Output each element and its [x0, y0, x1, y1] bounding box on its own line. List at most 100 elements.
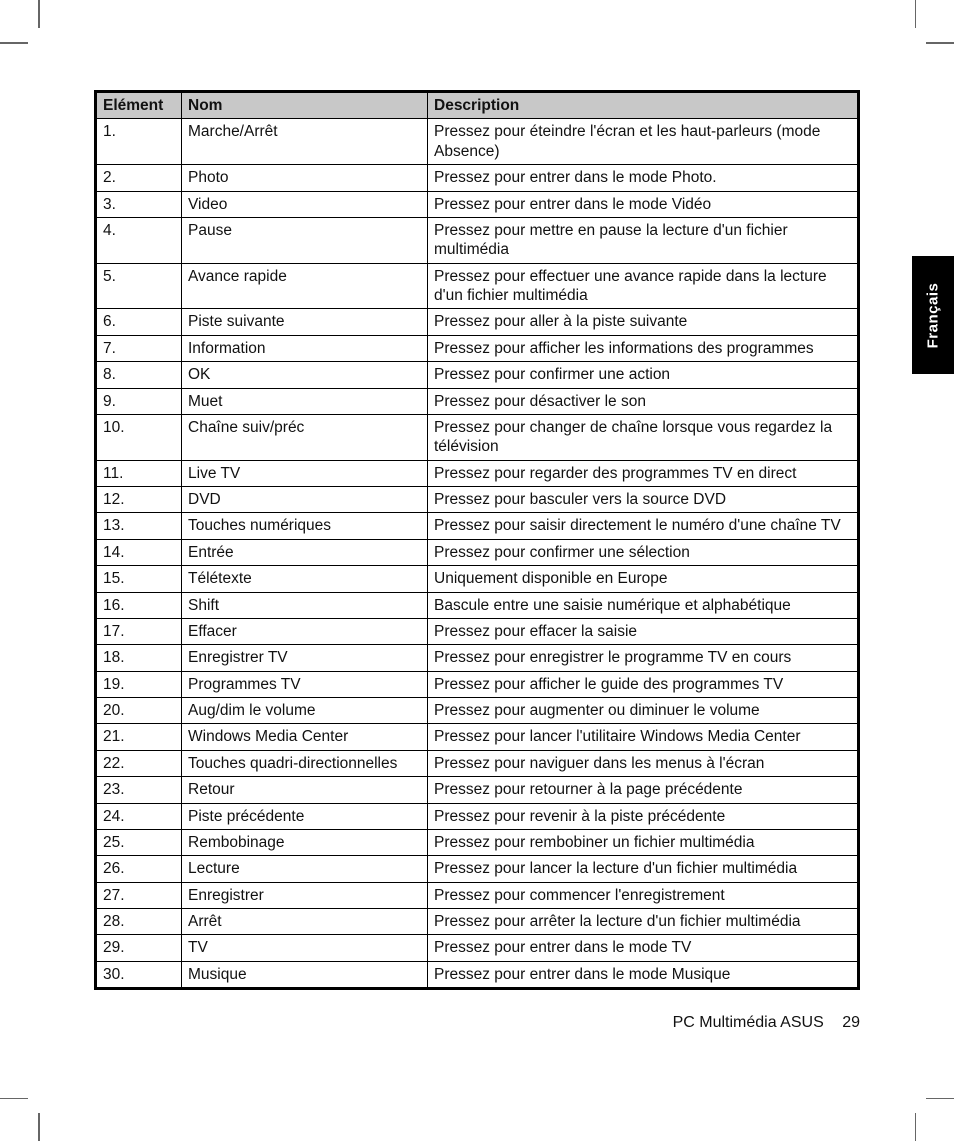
- cell-description: Pressez pour lancer la lecture d'un fich…: [428, 856, 859, 882]
- table-row: 30.MusiquePressez pour entrer dans le mo…: [96, 961, 859, 988]
- table-row: 14.EntréePressez pour confirmer une séle…: [96, 539, 859, 565]
- cell-name: OK: [182, 362, 428, 388]
- page-footer: PC Multimédia ASUS 29: [94, 1014, 860, 1032]
- cell-element-number: 24.: [96, 803, 182, 829]
- page-number: 29: [842, 1014, 860, 1031]
- cell-description: Pressez pour lancer l'utilitaire Windows…: [428, 724, 859, 750]
- remote-functions-table: Elément Nom Description 1.Marche/ArrêtPr…: [94, 90, 860, 990]
- footer-title: PC Multimédia ASUS: [673, 1014, 824, 1031]
- table-row: 6.Piste suivantePressez pour aller à la …: [96, 309, 859, 335]
- cell-name: Lecture: [182, 856, 428, 882]
- cell-name: Live TV: [182, 460, 428, 486]
- cell-name: Information: [182, 335, 428, 361]
- cell-element-number: 9.: [96, 388, 182, 414]
- cell-element-number: 14.: [96, 539, 182, 565]
- cell-name: Arrêt: [182, 909, 428, 935]
- table-row: 19.Programmes TVPressez pour afficher le…: [96, 671, 859, 697]
- cell-name: Télétexte: [182, 566, 428, 592]
- cell-name: Enregistrer: [182, 882, 428, 908]
- table-row: 29.TVPressez pour entrer dans le mode TV: [96, 935, 859, 961]
- cell-description: Pressez pour effacer la saisie: [428, 618, 859, 644]
- cell-description: Pressez pour confirmer une sélection: [428, 539, 859, 565]
- cell-description: Uniquement disponible en Europe: [428, 566, 859, 592]
- table-row: 4.PausePressez pour mettre en pause la l…: [96, 217, 859, 263]
- table-row: 21.Windows Media CenterPressez pour lanc…: [96, 724, 859, 750]
- table-row: 13.Touches numériquesPressez pour saisir…: [96, 513, 859, 539]
- cell-description: Pressez pour commencer l'enregistrement: [428, 882, 859, 908]
- cell-name: Musique: [182, 961, 428, 988]
- cell-description: Bascule entre une saisie numérique et al…: [428, 592, 859, 618]
- cell-element-number: 3.: [96, 191, 182, 217]
- cell-name: Entrée: [182, 539, 428, 565]
- cell-element-number: 29.: [96, 935, 182, 961]
- cell-name: Aug/dim le volume: [182, 698, 428, 724]
- cell-description: Pressez pour effectuer une avance rapide…: [428, 263, 859, 309]
- table-row: 9.MuetPressez pour désactiver le son: [96, 388, 859, 414]
- cell-element-number: 30.: [96, 961, 182, 988]
- table-row: 18.Enregistrer TVPressez pour enregistre…: [96, 645, 859, 671]
- table-row: 22.Touches quadri-directionnellesPressez…: [96, 750, 859, 776]
- table-row: 23.RetourPressez pour retourner à la pag…: [96, 777, 859, 803]
- cell-description: Pressez pour éteindre l'écran et les hau…: [428, 119, 859, 165]
- cell-description: Pressez pour changer de chaîne lorsque v…: [428, 414, 859, 460]
- cell-name: Shift: [182, 592, 428, 618]
- table-row: 12.DVDPressez pour basculer vers la sour…: [96, 487, 859, 513]
- table-row: 28.ArrêtPressez pour arrêter la lecture …: [96, 909, 859, 935]
- crop-mark: [0, 42, 28, 44]
- cell-element-number: 15.: [96, 566, 182, 592]
- cell-name: Windows Media Center: [182, 724, 428, 750]
- table-row: 27.EnregistrerPressez pour commencer l'e…: [96, 882, 859, 908]
- crop-mark: [38, 0, 40, 28]
- cell-element-number: 12.: [96, 487, 182, 513]
- cell-element-number: 6.: [96, 309, 182, 335]
- cell-name: Touches quadri-directionnelles: [182, 750, 428, 776]
- cell-description: Pressez pour augmenter ou diminuer le vo…: [428, 698, 859, 724]
- cell-name: DVD: [182, 487, 428, 513]
- cell-description: Pressez pour rembobiner un fichier multi…: [428, 829, 859, 855]
- cell-element-number: 26.: [96, 856, 182, 882]
- cell-description: Pressez pour saisir directement le numér…: [428, 513, 859, 539]
- cell-element-number: 5.: [96, 263, 182, 309]
- cell-description: Pressez pour arrêter la lecture d'un fic…: [428, 909, 859, 935]
- table-row: 24.Piste précédentePressez pour revenir …: [96, 803, 859, 829]
- cell-element-number: 10.: [96, 414, 182, 460]
- cell-name: Marche/Arrêt: [182, 119, 428, 165]
- cell-name: Photo: [182, 165, 428, 191]
- cell-name: Piste précédente: [182, 803, 428, 829]
- cell-description: Pressez pour afficher les informations d…: [428, 335, 859, 361]
- col-header-element: Elément: [96, 92, 182, 119]
- cell-description: Pressez pour retourner à la page précéde…: [428, 777, 859, 803]
- col-header-desc: Description: [428, 92, 859, 119]
- cell-element-number: 4.: [96, 217, 182, 263]
- cell-element-number: 21.: [96, 724, 182, 750]
- crop-mark: [926, 1098, 954, 1100]
- cell-name: TV: [182, 935, 428, 961]
- cell-description: Pressez pour regarder des programmes TV …: [428, 460, 859, 486]
- table-header-row: Elément Nom Description: [96, 92, 859, 119]
- cell-name: Rembobinage: [182, 829, 428, 855]
- cell-name: Chaîne suiv/préc: [182, 414, 428, 460]
- crop-mark: [915, 0, 917, 28]
- cell-element-number: 19.: [96, 671, 182, 697]
- crop-mark: [0, 1098, 28, 1100]
- cell-description: Pressez pour naviguer dans les menus à l…: [428, 750, 859, 776]
- cell-name: Pause: [182, 217, 428, 263]
- col-header-name: Nom: [182, 92, 428, 119]
- table-row: 1.Marche/ArrêtPressez pour éteindre l'éc…: [96, 119, 859, 165]
- cell-description: Pressez pour enregistrer le programme TV…: [428, 645, 859, 671]
- cell-element-number: 17.: [96, 618, 182, 644]
- table-row: 3.VideoPressez pour entrer dans le mode …: [96, 191, 859, 217]
- cell-element-number: 2.: [96, 165, 182, 191]
- crop-mark: [38, 1113, 40, 1141]
- table-row: 2.PhotoPressez pour entrer dans le mode …: [96, 165, 859, 191]
- table-row: 20.Aug/dim le volumePressez pour augment…: [96, 698, 859, 724]
- cell-name: Effacer: [182, 618, 428, 644]
- cell-description: Pressez pour basculer vers la source DVD: [428, 487, 859, 513]
- table-row: 17.EffacerPressez pour effacer la saisie: [96, 618, 859, 644]
- cell-element-number: 13.: [96, 513, 182, 539]
- cell-name: Video: [182, 191, 428, 217]
- cell-description: Pressez pour entrer dans le mode Vidéo: [428, 191, 859, 217]
- table-body: 1.Marche/ArrêtPressez pour éteindre l'éc…: [96, 119, 859, 989]
- table-row: 25.RembobinagePressez pour rembobiner un…: [96, 829, 859, 855]
- cell-description: Pressez pour confirmer une action: [428, 362, 859, 388]
